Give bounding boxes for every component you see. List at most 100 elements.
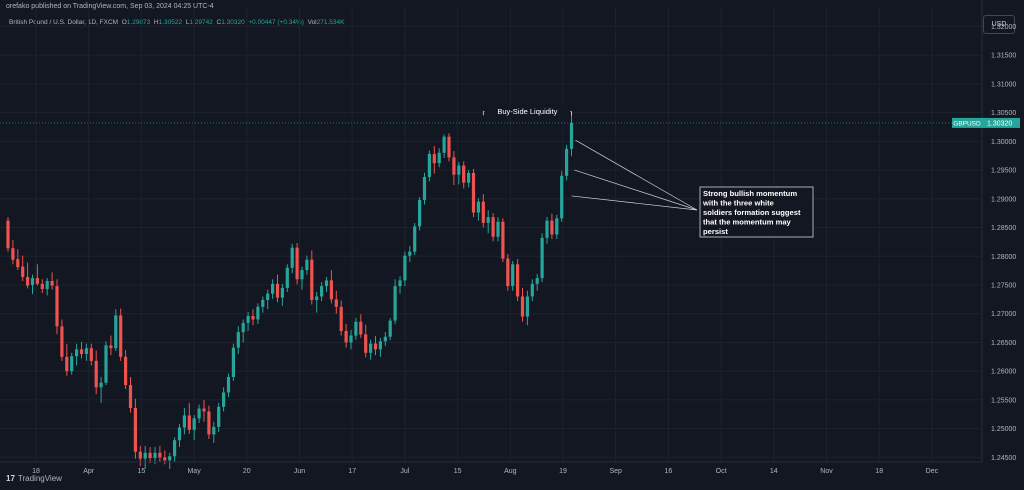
candle-body (187, 415, 191, 430)
y-tick-label: 1.31500 (991, 53, 1016, 60)
candle-body (442, 136, 446, 153)
candles (6, 111, 574, 469)
candle-body (241, 322, 245, 333)
candle-body (452, 157, 456, 175)
candle-body (403, 255, 407, 281)
candle-body (99, 382, 103, 388)
candle-body (550, 220, 554, 235)
currency-button[interactable]: USD (983, 15, 1015, 34)
y-tick-label: 1.25500 (991, 397, 1016, 404)
candle-body (349, 335, 353, 343)
candle-body (310, 259, 314, 300)
candle-body (55, 286, 59, 327)
candle-body (305, 259, 309, 271)
candle-body (133, 407, 137, 452)
candle-body (388, 320, 392, 337)
candle-body (251, 316, 255, 320)
candle-body (114, 315, 118, 349)
candle-body (496, 221, 500, 237)
candle-body (462, 165, 466, 183)
candle-body (520, 296, 525, 317)
candle-body (226, 376, 231, 393)
candle-body (447, 136, 451, 158)
ohlc-close-key: C (216, 19, 222, 26)
x-tick-label: Dec (926, 468, 939, 475)
candle-body (75, 349, 79, 357)
ohlc-high-value: 1.30522 (158, 19, 183, 26)
ohlc-open-key: O (121, 19, 127, 26)
y-tick-label: 1.32000 (991, 24, 1016, 31)
ohlc-close-value: 1.30320 (221, 19, 245, 26)
y-tick-label: 1.26000 (991, 369, 1016, 376)
symbol-tag-bg (952, 117, 982, 128)
candle-body (271, 283, 275, 294)
callout-text-line: soldiers formation suggest (703, 208, 801, 217)
candle-body (217, 406, 221, 427)
tradingview-brand: TradingView (17, 474, 62, 483)
candle-body (457, 165, 461, 175)
y-tick-label: 1.30000 (991, 139, 1016, 146)
publisher-line: orefako published on TradingView.com, Se… (6, 3, 214, 10)
candle-body (109, 345, 113, 349)
candle-body (476, 201, 480, 213)
candle-body (329, 280, 333, 300)
candle-body (143, 452, 147, 459)
candle-body (530, 283, 534, 297)
candle-body (177, 427, 182, 441)
candle-body (128, 384, 133, 408)
candle-body (202, 408, 206, 412)
callout-text-line: that the momentum may (703, 218, 792, 227)
candle-body (565, 148, 569, 176)
candle-body (315, 296, 319, 300)
candle-body (6, 220, 10, 249)
candle-body (89, 348, 93, 361)
candle-body (231, 347, 235, 377)
axes: 1.32000 1.31500 1.31000 1.30500 1.30000 1.295… (0, 0, 1020, 475)
candle-body (432, 153, 436, 164)
candle-body (207, 411, 211, 435)
candle-body (246, 316, 250, 323)
candle-body (290, 247, 294, 268)
candle-body (378, 341, 382, 350)
y-tick-label: 1.27000 (991, 311, 1016, 318)
candle-body (158, 452, 162, 458)
candle-body (324, 280, 329, 287)
candle-body (285, 267, 289, 288)
candle-body (334, 299, 338, 307)
volume-value: 271.534K (316, 19, 345, 26)
candle-body (501, 221, 505, 259)
candle-body (364, 334, 368, 353)
candle-body (173, 440, 177, 457)
x-tick-label: May (187, 468, 201, 475)
candle-body (491, 217, 495, 237)
x-tick-label: 18 (32, 468, 40, 475)
symbol-legend: British Pound / U.S. Dollar, 1D, FXCM O1… (9, 19, 344, 26)
x-tick-label: Nov (820, 468, 833, 475)
candle-body (535, 278, 539, 284)
candle-body (569, 122, 574, 149)
callout-text-line: with the three white (702, 199, 774, 208)
annotations: Buy-Side Liquidity Strong bullish momentu… (482, 105, 814, 238)
candle-body (540, 237, 544, 279)
y-tick-label: 1.26500 (991, 340, 1016, 347)
candle-body (555, 218, 559, 235)
x-tick-label: 19 (559, 468, 567, 475)
candle-body (21, 266, 25, 277)
candle-body (70, 356, 74, 372)
candle-body (275, 283, 280, 298)
candle-body (560, 175, 564, 219)
candle-body (373, 343, 378, 350)
price-change: +0.00447 (+0.34%) (248, 19, 304, 26)
x-tick-label: 14 (770, 468, 778, 475)
y-tick-label: 1.24500 (991, 455, 1016, 462)
tradingview-footer: 17 TradingView (6, 474, 62, 483)
candle-body (418, 199, 422, 227)
candle-body (256, 306, 260, 320)
callout-pointer-line (571, 195, 698, 211)
candle-body (11, 248, 15, 260)
candle-body (50, 280, 54, 286)
candle-body (45, 280, 49, 290)
candle-body (222, 392, 226, 407)
